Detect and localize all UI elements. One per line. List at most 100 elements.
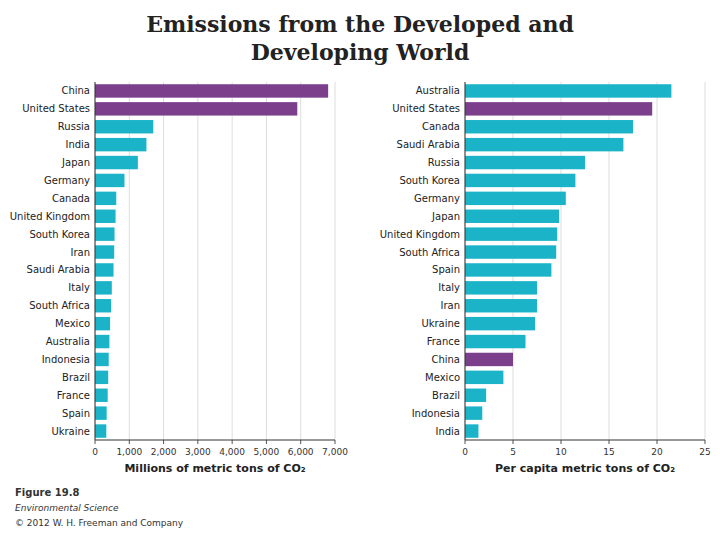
bar: [95, 227, 115, 240]
category-label: United Kingdom: [380, 229, 460, 240]
category-label: France: [427, 336, 460, 347]
bar: [95, 120, 153, 133]
bar: [95, 317, 110, 330]
category-label: Germany: [44, 175, 90, 186]
bar: [465, 424, 478, 437]
category-label: Mexico: [425, 372, 460, 383]
tick-label: 6,000: [288, 447, 314, 457]
bar: [95, 210, 116, 223]
bar: [95, 245, 114, 258]
bar: [465, 263, 551, 276]
bar: [465, 371, 503, 384]
category-label: Italy: [68, 282, 90, 293]
caption: © 2012 W. H. Freeman and Company: [15, 518, 184, 528]
category-label: Australia: [416, 85, 460, 96]
tick-mark: [561, 440, 562, 444]
tick-mark: [513, 440, 514, 444]
category-label: China: [61, 85, 90, 96]
bar: [95, 371, 108, 384]
tick-label: 25: [699, 447, 710, 457]
bar: [465, 335, 525, 348]
grid-line: [609, 82, 610, 440]
bar: [465, 84, 671, 97]
category-label: Spain: [432, 264, 460, 275]
category-label: South Korea: [399, 175, 460, 186]
grid-line: [561, 82, 562, 440]
title: Developing World: [251, 39, 470, 65]
grid-line: [163, 82, 164, 440]
bar: [465, 156, 585, 169]
bars: [465, 84, 671, 438]
bar: [95, 424, 106, 437]
bar: [465, 245, 556, 258]
category-label: South Korea: [29, 229, 90, 240]
x-axis: [95, 440, 335, 441]
bar: [95, 84, 328, 97]
bar: [465, 120, 633, 133]
bar: [95, 281, 112, 294]
category-label: Indonesia: [412, 408, 460, 419]
x-axis-label: Millions of metric tons of CO₂: [124, 462, 305, 475]
category-label: Australia: [46, 336, 90, 347]
grid-line: [266, 82, 267, 440]
category-label: United States: [392, 103, 460, 114]
grid-line: [300, 82, 301, 440]
bar: [95, 335, 109, 348]
bar: [465, 317, 535, 330]
tick-mark: [266, 440, 267, 444]
tick-mark: [129, 440, 130, 444]
tick-mark: [335, 440, 336, 444]
bar: [95, 353, 109, 366]
bar: [465, 353, 513, 366]
bar: [465, 406, 482, 419]
bar: [95, 174, 124, 187]
category-label: India: [435, 426, 460, 437]
bar: [465, 281, 537, 294]
bar: [465, 174, 575, 187]
category-label: South Africa: [29, 300, 90, 311]
tick-mark: [609, 440, 610, 444]
category-label: United Kingdom: [10, 211, 90, 222]
category-label: Iran: [70, 247, 90, 258]
category-label: Italy: [438, 282, 460, 293]
y-axis: [95, 82, 96, 440]
tick-mark: [657, 440, 658, 444]
category-label: South Africa: [399, 247, 460, 258]
category-label: Germany: [414, 193, 460, 204]
tick-label: 0: [462, 447, 468, 457]
tick-label: 15: [603, 447, 614, 457]
category-label: Japan: [61, 157, 90, 168]
category-label: China: [431, 354, 460, 365]
category-label: Canada: [422, 121, 460, 132]
chart: 01,0002,0003,0004,0005,0006,0007,000Chin…: [10, 82, 348, 475]
grid-line: [232, 82, 233, 440]
y-axis: [465, 82, 466, 440]
grid-line: [657, 82, 658, 440]
tick-mark: [705, 440, 706, 444]
bar: [465, 389, 486, 402]
category-label: Canada: [52, 193, 90, 204]
tick-mark: [163, 440, 164, 444]
chart-canvas: Emissions from the Developed andDevelopi…: [0, 0, 720, 540]
bars: [95, 84, 328, 438]
bar: [95, 406, 107, 419]
category-label: France: [57, 390, 90, 401]
bar: [465, 227, 557, 240]
bar: [95, 102, 297, 115]
grid-line: [705, 82, 706, 440]
category-label: Brazil: [62, 372, 90, 383]
tick-label: 0: [92, 447, 98, 457]
tick-mark: [232, 440, 233, 444]
category-label: Russia: [428, 157, 460, 168]
chart: 0510152025AustraliaUnited StatesCanadaSa…: [380, 82, 711, 475]
category-label: Iran: [440, 300, 460, 311]
bar: [95, 156, 138, 169]
grid-line: [465, 82, 466, 440]
grid-line: [129, 82, 130, 440]
caption: Environmental Science: [15, 503, 119, 513]
grid-line: [513, 82, 514, 440]
tick-label: 4,000: [219, 447, 245, 457]
bar: [95, 192, 116, 205]
grid-line: [335, 82, 336, 440]
tick-mark: [95, 440, 96, 444]
